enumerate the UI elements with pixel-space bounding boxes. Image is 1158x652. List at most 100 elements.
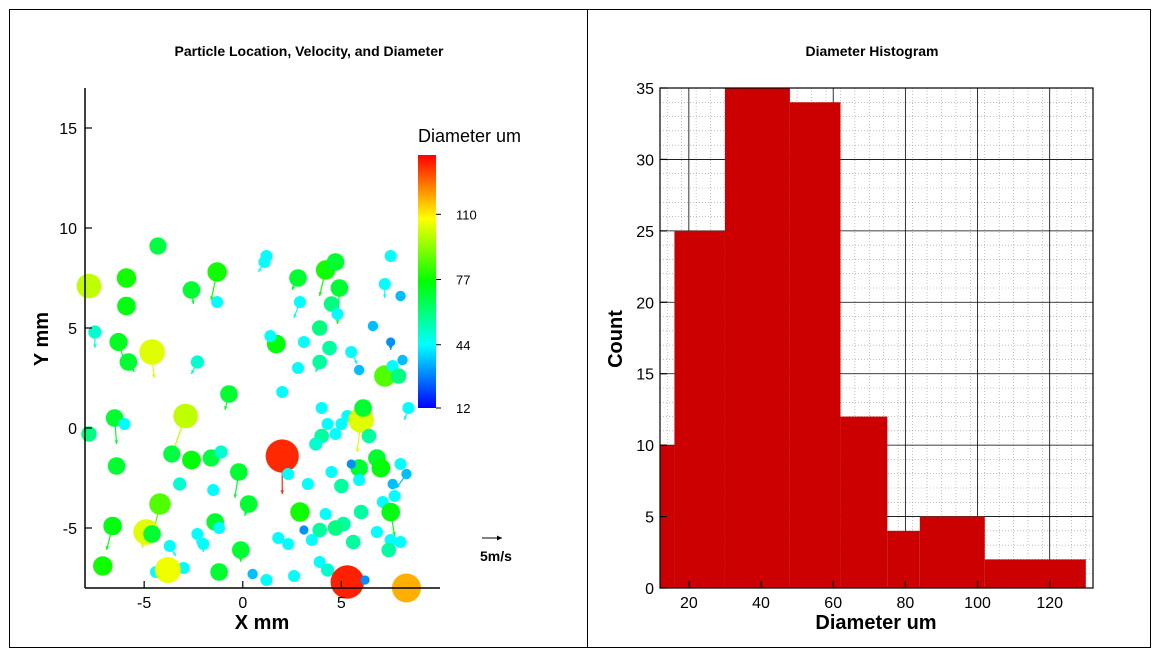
y-tick-label: 15 — [59, 121, 77, 138]
x-tick-label: 80 — [896, 595, 914, 612]
particle-point — [173, 403, 198, 429]
particle-point — [272, 532, 285, 544]
particle-point — [116, 268, 137, 288]
velocity-vector-head — [388, 346, 393, 350]
particle-point — [117, 296, 136, 316]
y-tick-label: 5 — [645, 510, 654, 527]
y-tick-label: 30 — [636, 152, 654, 169]
colorbar-tick-label: 77 — [456, 273, 470, 288]
particle-point — [309, 437, 323, 451]
particle-point — [163, 540, 176, 552]
particle-point — [321, 418, 334, 430]
particle-point — [335, 418, 348, 430]
velocity-vector-head — [210, 296, 214, 300]
y-tick-label: 5 — [68, 321, 77, 338]
velocity-vector-head — [392, 532, 396, 536]
particle-point — [282, 468, 295, 480]
histogram-bars — [660, 88, 1086, 589]
scatter-y-label: Y mm — [31, 312, 53, 366]
histogram-plot-border — [659, 87, 1094, 589]
particle-point — [191, 528, 204, 540]
velocity-vector-head — [93, 344, 97, 348]
particle-point — [182, 450, 201, 470]
particle-point — [143, 525, 161, 543]
velocity-vector-head — [396, 484, 400, 488]
histogram-bar — [887, 530, 920, 588]
scatter-x-label: X mm — [235, 612, 289, 634]
particle-point — [325, 466, 338, 478]
particle-point — [210, 563, 228, 581]
particle-point — [299, 525, 309, 535]
particle-point — [320, 563, 335, 577]
particle-point — [395, 290, 406, 302]
velocity-vector-head — [152, 374, 156, 378]
scatter-title: Particle Location, Velocity, and Diamete… — [175, 43, 444, 59]
particle-point — [81, 426, 97, 442]
velocity-vector-head — [293, 314, 297, 318]
particle-point — [220, 385, 238, 403]
particle-point — [288, 570, 301, 582]
velocity-vector-head — [258, 268, 262, 272]
particle-point — [322, 340, 337, 356]
histogram-y-ticks: 0 5 10 15 20 25 30 35 — [636, 81, 667, 598]
colorbar — [418, 155, 436, 408]
particle-point — [370, 526, 383, 538]
particle-point — [182, 281, 201, 299]
y-tick-label: 0 — [645, 581, 654, 598]
colorbar-tick-label: 12 — [456, 401, 470, 416]
histogram-y-label: Count — [605, 310, 627, 368]
particle-point — [313, 556, 326, 568]
particle-point — [232, 541, 250, 559]
particle-point — [381, 542, 397, 558]
particle-point — [327, 520, 344, 536]
particle-point — [360, 575, 370, 585]
particle-point — [378, 278, 391, 290]
y-tick-label: -5 — [63, 521, 77, 538]
velocity-vector-head — [239, 558, 243, 562]
particle-point — [311, 320, 328, 336]
particle-point — [149, 493, 171, 515]
particle-point — [282, 538, 295, 550]
scatter-x-ticks: -5 0 5 — [137, 581, 346, 612]
particle-point — [312, 522, 327, 538]
panel-divider — [587, 9, 588, 648]
particle-point — [230, 463, 248, 481]
particle-point — [319, 508, 332, 520]
velocity-vector-head — [354, 360, 358, 364]
particle-point — [397, 354, 408, 366]
particle-point — [247, 568, 258, 580]
particle-point — [239, 495, 258, 513]
histogram-bar — [789, 102, 841, 589]
particle-point — [354, 399, 372, 417]
particle-point — [213, 522, 226, 534]
velocity-vector-head — [191, 300, 195, 304]
histogram-bar — [840, 416, 888, 588]
reference-vector-head — [497, 535, 502, 541]
y-tick-label: 25 — [636, 224, 654, 241]
histogram-bar — [984, 559, 1086, 588]
x-tick-label: 120 — [1036, 595, 1063, 612]
particle-point — [353, 474, 366, 486]
particle-point — [260, 574, 273, 586]
colorbar-title: Diameter um — [418, 126, 521, 146]
particle-point — [394, 458, 407, 470]
particle-point — [305, 534, 318, 546]
particle-point — [297, 336, 310, 348]
y-tick-label: 0 — [68, 421, 77, 438]
particle-point — [154, 557, 181, 583]
y-tick-label: 20 — [636, 295, 654, 312]
particle-point — [353, 504, 369, 520]
particle-point — [331, 308, 344, 320]
particle-point — [93, 556, 113, 576]
particle-point — [345, 346, 358, 358]
velocity-vector-head — [224, 406, 228, 410]
histogram-title: Diameter Histogram — [805, 43, 938, 59]
particle-point — [334, 478, 349, 494]
velocity-vector-head — [141, 544, 145, 548]
particle-point — [402, 402, 415, 414]
velocity-vector-head — [318, 292, 323, 296]
y-tick-label: 35 — [636, 81, 654, 98]
particle-point — [367, 320, 379, 332]
colorbar-tick-label: 110 — [456, 207, 477, 222]
